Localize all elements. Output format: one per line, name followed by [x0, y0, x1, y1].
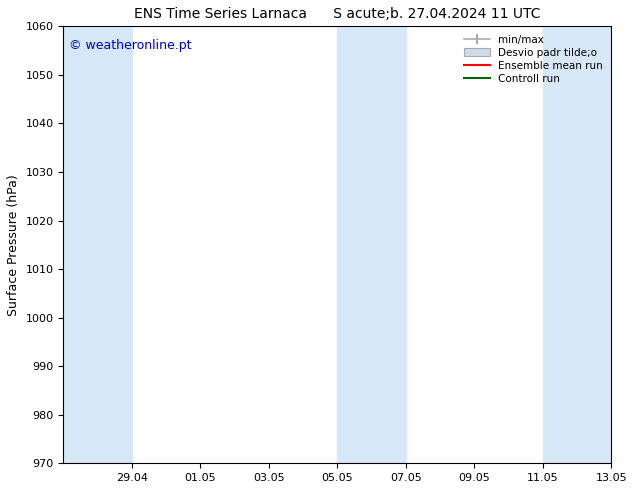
- Title: ENS Time Series Larnaca      S acute;b. 27.04.2024 11 UTC: ENS Time Series Larnaca S acute;b. 27.04…: [134, 7, 541, 21]
- Bar: [63, 26, 132, 464]
- Y-axis label: Surface Pressure (hPa): Surface Pressure (hPa): [7, 174, 20, 316]
- Text: © weatheronline.pt: © weatheronline.pt: [69, 39, 191, 52]
- Legend: min/max, Desvio padr tilde;o, Ensemble mean run, Controll run: min/max, Desvio padr tilde;o, Ensemble m…: [461, 31, 606, 87]
- Bar: [337, 26, 406, 464]
- Bar: [543, 26, 611, 464]
